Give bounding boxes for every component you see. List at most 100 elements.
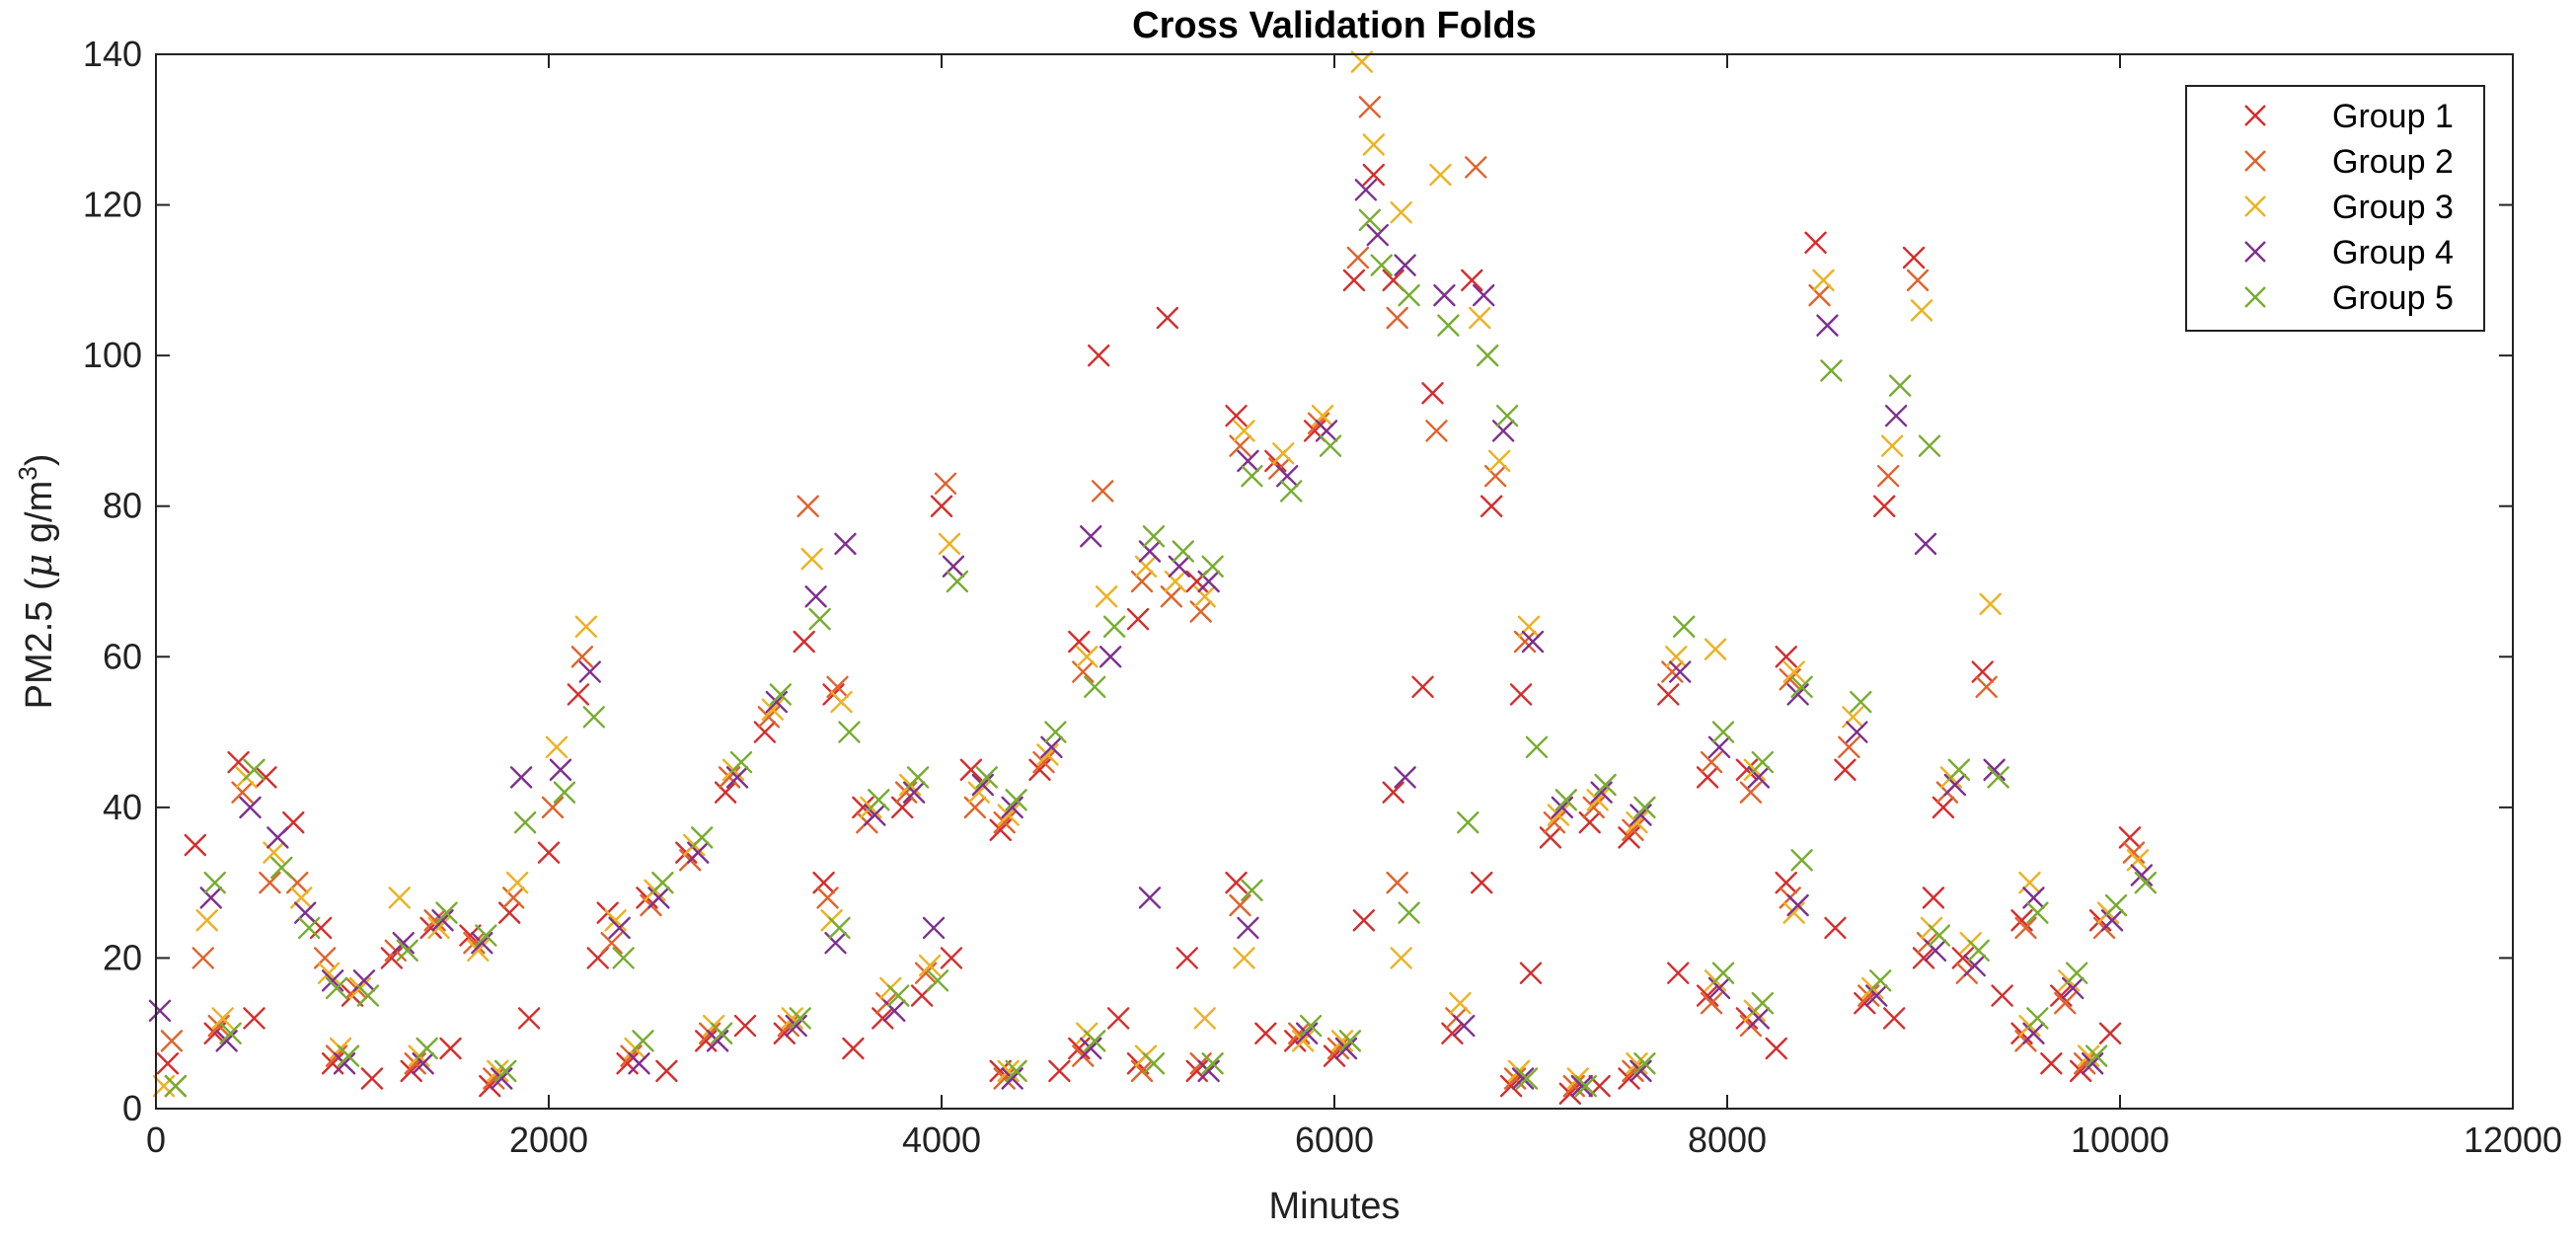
data-point-marker <box>1704 638 1727 660</box>
data-point-marker <box>243 758 265 781</box>
data-point-marker <box>1362 163 1385 187</box>
data-point-marker <box>753 721 777 743</box>
x-axis-ticks: 0 2000 4000 6000 8000 10000 12000 <box>146 54 2562 1160</box>
legend-marker <box>2244 195 2266 217</box>
data-point-marker <box>148 999 172 1023</box>
data-point-marker <box>1882 1007 1906 1030</box>
data-point-marker <box>1696 984 1719 1007</box>
data-point-marker <box>1164 570 1187 593</box>
data-point-marker <box>1739 781 1763 804</box>
legend-box <box>2185 85 2485 332</box>
data-point-marker <box>1618 826 1640 849</box>
data-point-marker <box>1091 480 1114 502</box>
data-point-marker <box>1515 1067 1539 1090</box>
data-point-marker <box>1342 269 1366 292</box>
data-point-marker <box>1142 1052 1166 1075</box>
data-point-marker <box>894 781 918 804</box>
data-point-marker <box>1790 675 1813 698</box>
data-point-marker <box>808 607 831 631</box>
data-point-marker <box>1276 465 1299 488</box>
data-point-marker <box>1394 254 1416 276</box>
data-point-marker <box>2018 871 2041 894</box>
data-point-marker <box>1947 758 1971 781</box>
data-point-marker <box>1072 660 1095 683</box>
data-point-marker <box>628 1052 650 1075</box>
x-tick-label: 6000 <box>1295 1119 1374 1160</box>
data-point-marker <box>203 1022 226 1044</box>
data-point-marker <box>1509 683 1533 706</box>
data-point-marker <box>1735 758 1759 781</box>
data-point-marker <box>1398 283 1420 307</box>
data-point-marker <box>1975 675 1998 698</box>
data-point-marker <box>1707 735 1731 759</box>
data-point-marker <box>1967 939 1990 962</box>
legend-label: Group 2 <box>2332 143 2454 181</box>
data-point-marker <box>1582 796 1605 819</box>
data-point-marker <box>574 615 598 638</box>
data-point-marker <box>1311 404 1334 427</box>
data-point-marker <box>1782 660 1805 683</box>
data-point-marker <box>1912 947 1935 969</box>
data-point-marker <box>1461 269 1483 292</box>
data-point-marker <box>1398 901 1420 924</box>
data-point-marker <box>266 826 289 849</box>
data-point-marker <box>1971 660 1994 683</box>
y-tick-label: 40 <box>103 787 142 827</box>
data-point-marker <box>1667 962 1690 984</box>
data-point-marker <box>231 781 254 804</box>
data-point-marker <box>259 871 281 894</box>
data-point-marker <box>2040 1052 2063 1075</box>
data-point-marker <box>1669 660 1692 683</box>
data-point-marker <box>1425 420 1448 442</box>
data-point-marker <box>1876 465 1900 488</box>
data-point-marker <box>1130 570 1154 593</box>
data-point-marker <box>963 796 987 819</box>
data-point-marker <box>203 871 226 894</box>
data-point-marker <box>1786 893 1809 917</box>
data-point-marker <box>1338 1030 1362 1052</box>
data-point-marker <box>1453 1014 1476 1038</box>
data-point-marker <box>1590 781 1613 804</box>
data-point-marker <box>1084 675 1106 698</box>
data-point-marker <box>777 1014 799 1038</box>
data-point-marker <box>632 1030 654 1052</box>
data-markers <box>148 50 2158 1105</box>
data-point-marker <box>1880 434 1904 457</box>
data-point-marker <box>1433 283 1456 307</box>
data-point-marker <box>1633 1052 1656 1075</box>
data-point-marker <box>360 1067 384 1090</box>
data-point-marker <box>1700 750 1723 774</box>
data-point-marker <box>2100 909 2124 932</box>
data-point-marker <box>1888 374 1912 397</box>
data-point-marker <box>1513 630 1537 654</box>
data-point-marker <box>1521 630 1545 654</box>
data-point-marker <box>604 909 627 932</box>
data-point-marker <box>1622 818 1644 841</box>
data-point-marker <box>164 1074 188 1098</box>
data-point-marker <box>1629 1059 1652 1083</box>
data-point-marker <box>1334 1037 1358 1060</box>
series-group-5 <box>164 208 2158 1098</box>
data-point-marker <box>1914 532 1937 556</box>
x-tick-label: 0 <box>146 1119 166 1160</box>
data-point-marker <box>934 472 957 496</box>
data-point-marker <box>1922 887 1945 909</box>
data-point-marker <box>1665 646 1688 668</box>
data-point-marker <box>1626 1052 1648 1075</box>
data-point-marker <box>1001 796 1023 819</box>
data-point-marker <box>1201 1052 1224 1075</box>
data-point-marker <box>1241 465 1263 488</box>
y-axis-label-prefix: PM2.5 ( <box>19 578 60 709</box>
data-point-marker <box>255 766 277 789</box>
data-point-marker <box>1747 1007 1771 1030</box>
data-point-marker <box>549 758 572 781</box>
y-axis-label-superscript: 3 <box>13 466 42 480</box>
data-point-marker <box>647 887 670 909</box>
data-point-marker <box>1280 480 1303 502</box>
data-point-marker <box>412 1052 434 1075</box>
data-point-marker <box>1457 810 1479 834</box>
data-point-marker <box>2077 1044 2100 1067</box>
x-tick-label: 10000 <box>2071 1119 2169 1160</box>
data-point-marker <box>883 999 906 1023</box>
data-point-marker <box>1629 804 1652 826</box>
